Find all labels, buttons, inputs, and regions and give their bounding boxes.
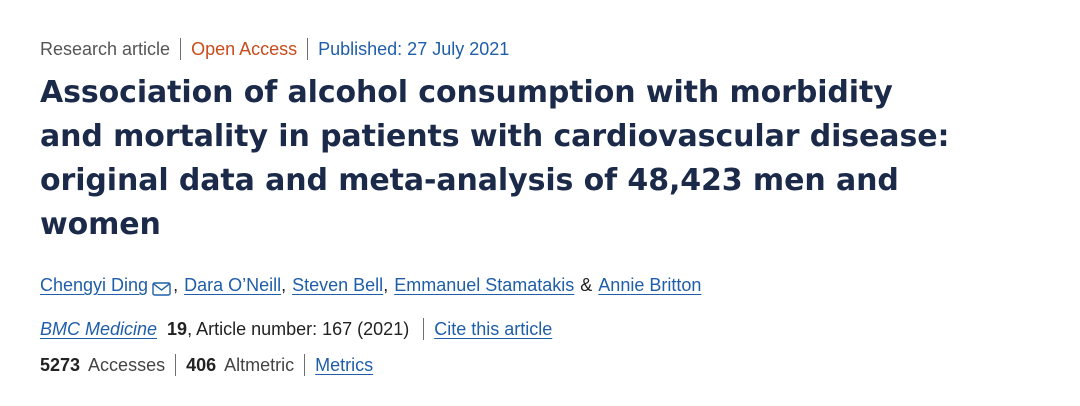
divider	[307, 38, 309, 60]
accesses-label: Accesses	[88, 355, 166, 375]
divider	[180, 38, 182, 60]
author-list: Chengyi Ding , Dara O’Neill , Steven Bel…	[40, 273, 1040, 297]
author-link[interactable]: Chengyi Ding	[40, 275, 149, 295]
published-date: Published: 27 July 2021	[318, 39, 510, 59]
article-type: Research article	[40, 39, 171, 59]
author-link[interactable]: Steven Bell	[292, 275, 384, 295]
article-title: Association of alcohol consumption with …	[40, 75, 950, 242]
article-number: , Article number: 167 (2021)	[187, 319, 410, 339]
altmetric-score: 406	[186, 355, 217, 375]
article-header: Research article Open Access Published: …	[40, 37, 1040, 377]
author-link[interactable]: Emmanuel Stamatakis	[394, 275, 575, 295]
author-link[interactable]: Annie Britton	[598, 275, 702, 295]
cite-article-link[interactable]: Cite this article	[434, 319, 553, 339]
divider	[304, 354, 306, 376]
author-separator: ,	[173, 275, 179, 295]
mail-icon[interactable]	[152, 278, 171, 296]
accesses-count: 5273	[40, 355, 81, 375]
altmetric-label: Altmetric	[224, 355, 295, 375]
metrics-link[interactable]: Metrics	[315, 355, 374, 375]
author-separator: ,	[383, 275, 389, 295]
journal-citation-line: BMC Medicine 19 , Article number: 167 (2…	[40, 317, 1040, 341]
author-conjunction: &	[580, 275, 593, 295]
journal-link[interactable]: BMC Medicine	[40, 319, 158, 339]
author-separator: ,	[281, 275, 287, 295]
article-meta-line: Research article Open Access Published: …	[40, 37, 1040, 61]
open-access-label: Open Access	[191, 39, 298, 59]
journal-volume: 19	[167, 319, 188, 339]
metrics-line: 5273 Accesses 406 Altmetric Metrics	[40, 353, 1040, 377]
divider	[175, 354, 177, 376]
author-link[interactable]: Dara O’Neill	[184, 275, 282, 295]
divider	[423, 318, 425, 340]
